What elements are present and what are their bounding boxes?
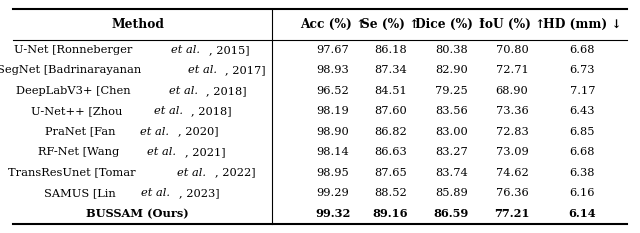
Text: 73.09: 73.09 <box>495 147 529 157</box>
Text: 88.52: 88.52 <box>374 188 407 198</box>
Text: 80.38: 80.38 <box>435 45 468 55</box>
Text: 6.43: 6.43 <box>570 106 595 116</box>
Text: 6.38: 6.38 <box>570 168 595 178</box>
Text: 87.60: 87.60 <box>374 106 407 116</box>
Text: 83.56: 83.56 <box>435 106 468 116</box>
Text: IoU (%) ↑: IoU (%) ↑ <box>479 18 545 31</box>
Text: 76.36: 76.36 <box>495 188 529 198</box>
Text: , 2018]: , 2018] <box>206 86 247 96</box>
Text: 74.62: 74.62 <box>495 168 529 178</box>
Text: 6.73: 6.73 <box>570 65 595 75</box>
Text: , 2023]: , 2023] <box>179 188 220 198</box>
Text: RF-Net [Wang: RF-Net [Wang <box>38 147 123 157</box>
Text: et al.: et al. <box>177 168 206 178</box>
Text: Method: Method <box>111 18 164 31</box>
Text: 77.21: 77.21 <box>494 208 530 219</box>
Text: Se (%) ↑: Se (%) ↑ <box>361 18 420 31</box>
Text: et al.: et al. <box>169 86 198 96</box>
Text: 87.34: 87.34 <box>374 65 407 75</box>
Text: 85.89: 85.89 <box>435 188 468 198</box>
Text: et al.: et al. <box>172 45 200 55</box>
Text: 83.74: 83.74 <box>435 168 468 178</box>
Text: HD (mm) ↓: HD (mm) ↓ <box>543 18 621 31</box>
Text: 82.90: 82.90 <box>435 65 468 75</box>
Text: 98.93: 98.93 <box>316 65 349 75</box>
Text: 6.14: 6.14 <box>568 208 596 219</box>
Text: U-Net++ [Zhou: U-Net++ [Zhou <box>31 106 126 116</box>
Text: 79.25: 79.25 <box>435 86 468 96</box>
Text: 99.32: 99.32 <box>315 208 351 219</box>
Text: 89.16: 89.16 <box>372 208 408 219</box>
Text: 72.71: 72.71 <box>495 65 529 75</box>
Text: Acc (%) ↑: Acc (%) ↑ <box>300 18 366 31</box>
Text: 6.16: 6.16 <box>570 188 595 198</box>
Text: DeepLabV3+ [Chen: DeepLabV3+ [Chen <box>16 86 134 96</box>
Text: , 2018]: , 2018] <box>191 106 232 116</box>
Text: , 2022]: , 2022] <box>214 168 255 178</box>
Text: SegNet [Badrinarayanan: SegNet [Badrinarayanan <box>0 65 145 75</box>
Text: et al.: et al. <box>154 106 183 116</box>
Text: 6.85: 6.85 <box>570 127 595 137</box>
Text: Dice (%) ↑: Dice (%) ↑ <box>415 18 488 31</box>
Text: et al.: et al. <box>188 65 217 75</box>
Text: 6.68: 6.68 <box>570 147 595 157</box>
Text: 6.68: 6.68 <box>570 45 595 55</box>
Text: 73.36: 73.36 <box>495 106 529 116</box>
Text: 83.27: 83.27 <box>435 147 468 157</box>
Text: 68.90: 68.90 <box>495 86 529 96</box>
Text: 86.63: 86.63 <box>374 147 407 157</box>
Text: TransResUnet [Tomar: TransResUnet [Tomar <box>8 168 139 178</box>
Text: , 2021]: , 2021] <box>185 147 225 157</box>
Text: 86.59: 86.59 <box>433 208 469 219</box>
Text: 83.00: 83.00 <box>435 127 468 137</box>
Text: 86.82: 86.82 <box>374 127 407 137</box>
Text: 84.51: 84.51 <box>374 86 407 96</box>
Text: , 2017]: , 2017] <box>225 65 266 75</box>
Text: , 2020]: , 2020] <box>178 127 218 137</box>
Text: 98.19: 98.19 <box>316 106 349 116</box>
Text: 7.17: 7.17 <box>570 86 595 96</box>
Text: , 2015]: , 2015] <box>209 45 250 55</box>
Text: et al.: et al. <box>141 188 170 198</box>
Text: U-Net [Ronneberger: U-Net [Ronneberger <box>14 45 136 55</box>
Text: 86.18: 86.18 <box>374 45 407 55</box>
Text: 98.14: 98.14 <box>316 147 349 157</box>
Text: 72.83: 72.83 <box>495 127 529 137</box>
Text: PraNet [Fan: PraNet [Fan <box>45 127 119 137</box>
Text: 96.52: 96.52 <box>316 86 349 96</box>
Text: et al.: et al. <box>147 147 177 157</box>
Text: 98.95: 98.95 <box>316 168 349 178</box>
Text: 99.29: 99.29 <box>316 188 349 198</box>
Text: 87.65: 87.65 <box>374 168 407 178</box>
Text: et al.: et al. <box>140 127 170 137</box>
Text: 70.80: 70.80 <box>495 45 529 55</box>
Text: 98.90: 98.90 <box>316 127 349 137</box>
Text: 97.67: 97.67 <box>316 45 349 55</box>
Text: SAMUS [Lin: SAMUS [Lin <box>44 188 119 198</box>
Text: BUSSAM (Ours): BUSSAM (Ours) <box>86 208 189 219</box>
